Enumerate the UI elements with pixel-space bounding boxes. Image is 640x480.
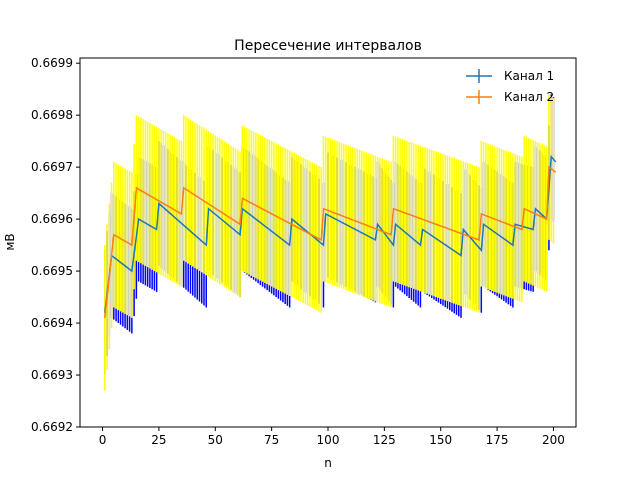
x-tick-label: 100 (317, 433, 340, 447)
legend-entry-2: Канал 2 (466, 90, 554, 104)
series-line-1 (104, 154, 557, 313)
y-tick-label: 0.6699 (31, 56, 73, 70)
y-axis: 0.6692 0.6693 0.6694 0.6695 0.6696 0.6697 0.66… (31, 56, 80, 434)
x-tick-label: 25 (151, 433, 166, 447)
y-tick-label: 0.6698 (31, 108, 73, 122)
x-tick-label: 0 (99, 433, 107, 447)
x-tick-label: 75 (264, 433, 279, 447)
y-tick-label: 0.6694 (31, 316, 73, 330)
x-tick-label: 200 (542, 433, 565, 447)
y-tick-label: 0.6692 (31, 420, 73, 434)
legend-label: Канал 2 (504, 90, 554, 104)
x-tick-label: 125 (373, 433, 396, 447)
y-tick-label: 0.6693 (31, 368, 73, 382)
x-axis: 0 25 50 75 100 125 150 175 200 (99, 427, 565, 447)
y-tick-label: 0.6697 (31, 160, 73, 174)
y-tick-label: 0.6696 (31, 212, 73, 226)
legend-label: Канал 1 (504, 69, 554, 83)
plot-area (104, 94, 557, 391)
y-axis-label: мВ (3, 233, 17, 250)
legend: Канал 1 Канал 2 (466, 69, 554, 104)
x-tick-label: 50 (208, 433, 223, 447)
series-line-2 (104, 165, 557, 318)
y-tick-label: 0.6695 (31, 264, 73, 278)
chart-title: Пересечение интервалов (234, 38, 422, 54)
x-tick-label: 150 (429, 433, 452, 447)
x-tick-label: 175 (486, 433, 509, 447)
x-axis-label: n (324, 456, 332, 470)
legend-entry-1: Канал 1 (466, 69, 554, 83)
